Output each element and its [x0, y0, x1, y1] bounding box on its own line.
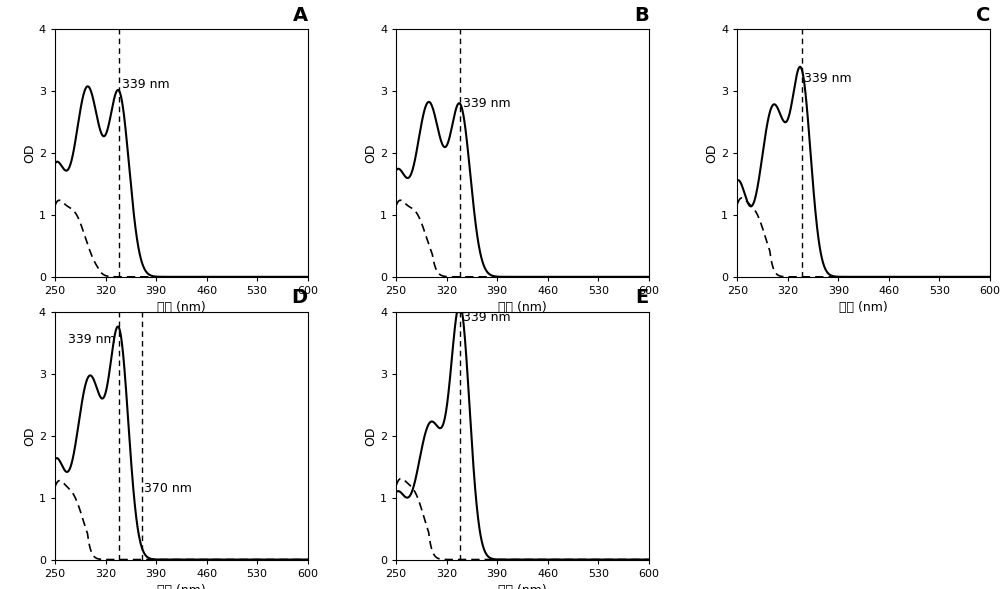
Text: 339 nm: 339 nm [804, 72, 852, 85]
X-axis label: 波长 (nm): 波长 (nm) [839, 302, 888, 315]
Text: 370 nm: 370 nm [144, 482, 192, 495]
X-axis label: 波长 (nm): 波长 (nm) [157, 584, 206, 589]
X-axis label: 波长 (nm): 波长 (nm) [498, 584, 547, 589]
Text: D: D [292, 288, 308, 307]
Y-axis label: OD: OD [364, 426, 377, 446]
Y-axis label: OD: OD [23, 426, 36, 446]
Text: 339 nm: 339 nm [463, 97, 511, 110]
Text: C: C [976, 5, 990, 25]
Y-axis label: OD: OD [364, 143, 377, 163]
X-axis label: 波长 (nm): 波长 (nm) [498, 302, 547, 315]
Text: A: A [293, 5, 308, 25]
X-axis label: 波长 (nm): 波长 (nm) [157, 302, 206, 315]
Text: E: E [636, 288, 649, 307]
Text: 339 nm: 339 nm [463, 312, 511, 325]
Text: B: B [634, 5, 649, 25]
Text: 339 nm: 339 nm [68, 333, 116, 346]
Text: 339 nm: 339 nm [122, 78, 170, 91]
Y-axis label: OD: OD [23, 143, 36, 163]
Y-axis label: OD: OD [705, 143, 718, 163]
